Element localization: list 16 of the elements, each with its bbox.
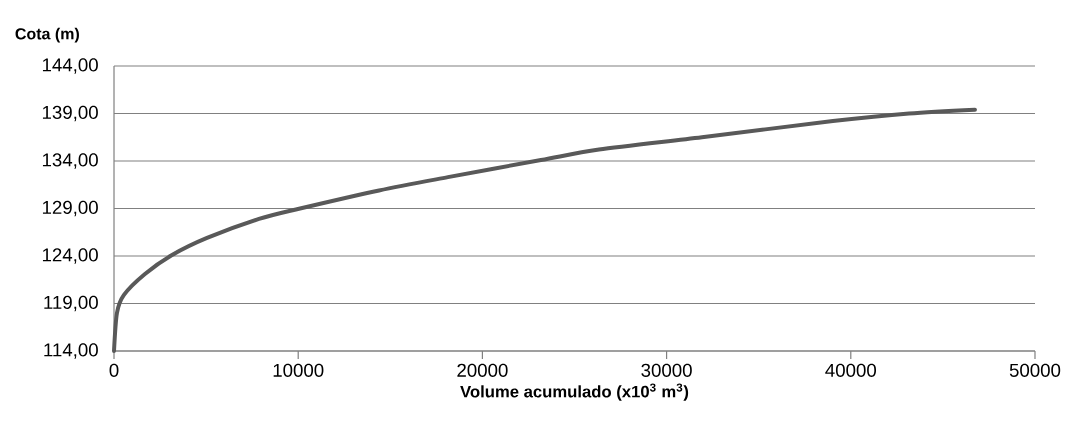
x-tick-label: 40000 — [825, 363, 877, 377]
x-tick-label: 20000 — [457, 363, 508, 377]
y-tick-label: 114,00 — [44, 343, 98, 359]
x-axis-title: Volume acumulado (x10$^{3}$ m$^{3}$) — [460, 383, 689, 401]
y-tick-label: 124,00 — [42, 248, 98, 264]
y-tick-label: 144,00 — [42, 58, 98, 74]
y-tick-label: 119,00 — [44, 295, 98, 312]
y-tick-label: 134,00 — [42, 153, 98, 169]
x-tick-label: 50000 — [1009, 363, 1061, 377]
x-tick-label: 10000 — [273, 363, 324, 377]
y-axis-title: Cota (m) — [15, 27, 79, 43]
y-tick-label: 139,00 — [42, 105, 98, 122]
x-tick-label: 30000 — [641, 363, 692, 377]
x-tick-label: 0 — [109, 363, 119, 377]
line-series — [112, 107, 977, 353]
y-tick-label: 129,00 — [42, 200, 98, 217]
